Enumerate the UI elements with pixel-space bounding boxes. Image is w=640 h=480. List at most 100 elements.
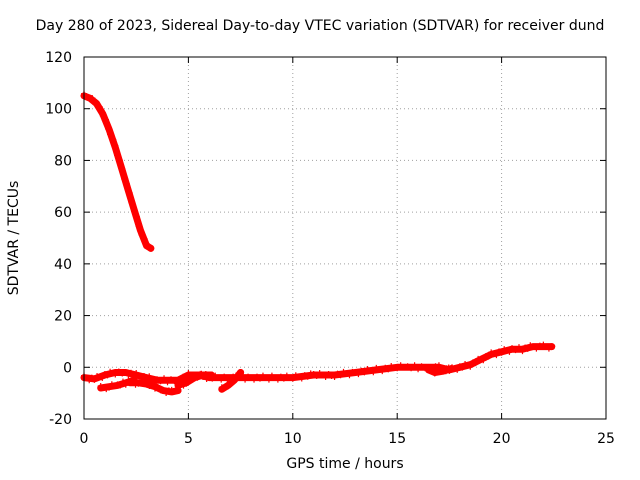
data-point [127,194,134,201]
data-point [164,379,171,386]
data-point [485,353,492,360]
data-point [224,375,231,382]
data-point [391,364,398,371]
data-point [135,372,142,379]
data-point [113,147,120,154]
data-point [197,370,204,377]
data-point [102,116,109,123]
series-lower-arc-4 [218,368,245,393]
data-point [147,244,155,252]
data-point [533,345,540,352]
plot-frame [83,56,607,420]
data-point [84,94,91,101]
data-point [183,380,190,387]
data-point [117,162,124,169]
data-point [349,368,356,375]
data-point [435,362,442,369]
data-point [298,375,305,382]
data-point [114,381,121,388]
data-point [110,136,117,143]
data-point [143,380,150,387]
data-point [516,344,522,351]
data-point [411,362,418,369]
data-point [397,362,404,369]
grid-lines [84,57,606,419]
data-point [133,213,140,220]
data-point [536,342,543,349]
data-point [442,368,449,375]
data-point [256,375,263,382]
data-point [177,381,184,388]
data-point [149,380,156,387]
data-point [141,372,148,379]
data-point [119,370,126,377]
x-tick-label: 25 [597,431,615,447]
data-point [440,367,447,374]
data-point [99,375,106,382]
data-point [454,366,461,373]
data-point [394,365,401,372]
data-point [456,363,463,370]
data-point [116,157,123,164]
data-point [265,376,272,383]
data-point [134,218,141,225]
y-tick-label: 80 [54,153,72,169]
tick-labels: 0 5 10 15 20 25 -20 0 20 40 60 80 100 120 [45,50,615,447]
data-point [459,364,466,371]
data-point [370,369,377,376]
data-point [428,368,435,375]
data-point [146,373,153,380]
data-point [207,371,215,379]
data-point [495,348,502,355]
data-point [385,366,392,373]
data-point [379,368,386,375]
data-point [503,347,510,354]
data-point [237,368,245,376]
data-point [506,348,513,355]
data-point [127,369,134,376]
data-point [120,171,127,178]
data-point [519,348,526,355]
data-point [94,372,101,379]
data-point [218,376,225,383]
data-point [498,349,505,356]
data-point [191,373,198,380]
data-point [130,204,137,211]
data-point [464,362,471,369]
data-point [447,365,455,373]
data-point [529,343,536,350]
data-point [117,382,124,389]
data-point [475,355,482,362]
series-band [80,343,556,384]
data-point [467,363,474,370]
data-point [154,383,161,390]
data-point [98,108,105,115]
data-point [154,376,161,383]
x-tick-label: 10 [284,431,302,447]
data-point [401,364,408,371]
series-high-arc [80,90,155,252]
data-point [119,378,126,385]
data-point [431,370,438,377]
data-point [509,345,516,352]
data-point [133,370,140,377]
data-point [490,350,497,357]
data-point [361,369,368,376]
axis-ticks [83,56,607,420]
data-point [168,376,174,383]
data-point [132,381,139,388]
data-point [180,373,187,380]
data-point [482,352,489,359]
data-point [124,184,131,191]
data-point [331,374,338,381]
data-point [225,383,232,390]
data-point [86,377,93,384]
x-tick-label: 0 [80,431,89,447]
data-point [418,363,425,370]
data-point [522,344,529,351]
data-point [425,364,432,371]
series-lower-arc-5 [425,364,455,377]
data-point [185,370,192,377]
data-point [174,387,182,395]
data-point [307,370,314,377]
